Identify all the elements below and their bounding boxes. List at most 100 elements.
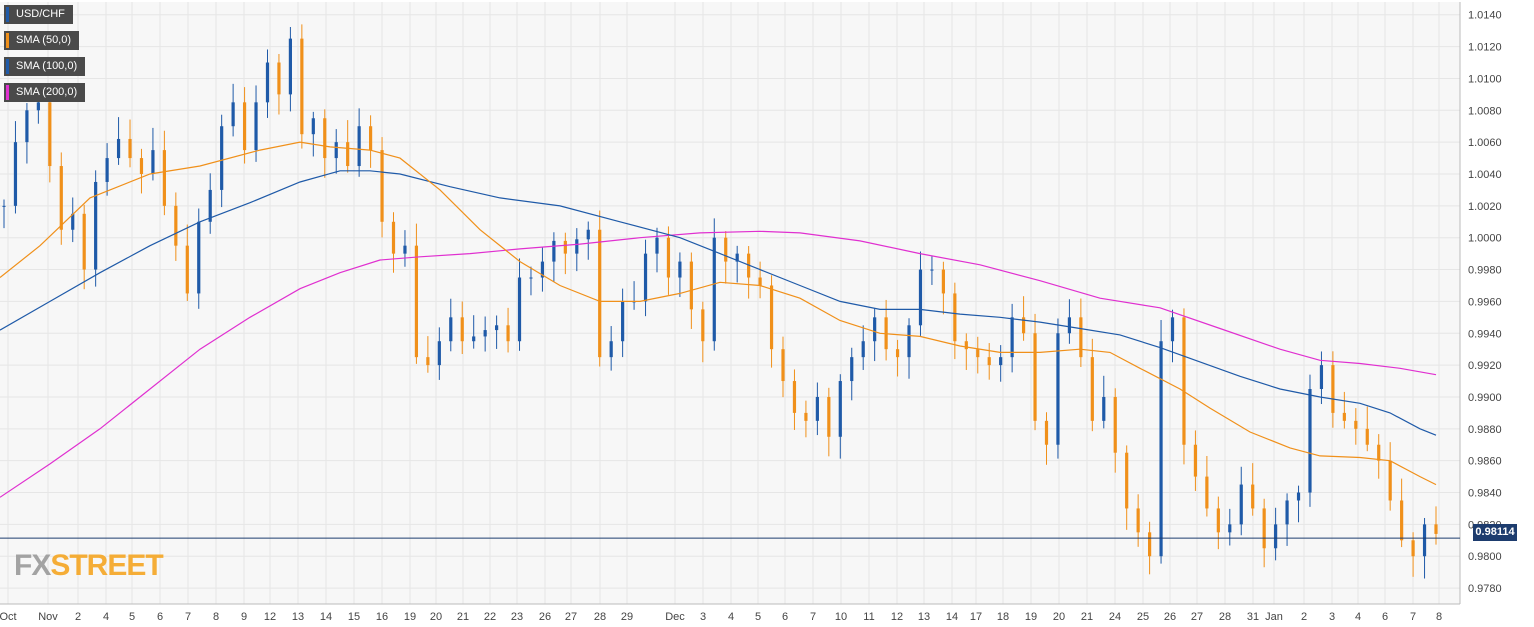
candle-body <box>1411 540 1415 557</box>
y-tick-label: 0.9960 <box>1468 296 1502 308</box>
x-tick-label: 13 <box>292 611 304 623</box>
candle-body <box>449 317 453 342</box>
candle-body <box>529 277 533 279</box>
candle-body <box>208 189 212 222</box>
candle-body <box>1090 357 1094 421</box>
candle-body <box>1377 444 1381 461</box>
x-tick-label: 31 <box>1247 611 1259 623</box>
candle-body <box>552 240 556 262</box>
x-tick-label: 12 <box>264 611 276 623</box>
candle-body <box>48 102 52 167</box>
candle-body <box>1044 420 1049 445</box>
x-tick-label: 8 <box>213 611 219 623</box>
legend-swatch <box>6 33 9 48</box>
candle-body <box>1262 508 1266 549</box>
candle-body <box>861 341 865 358</box>
y-tick-label: 1.0020 <box>1468 201 1502 213</box>
candle-body <box>907 325 911 358</box>
candle-body <box>1388 460 1392 501</box>
candle-body <box>758 277 762 286</box>
candle-body <box>1056 333 1060 445</box>
y-tick-label: 0.9780 <box>1468 583 1502 595</box>
x-tick-label: Dec <box>665 611 685 623</box>
candle-body <box>655 237 659 254</box>
candle-body <box>953 293 957 342</box>
x-tick-label: 20 <box>430 611 442 623</box>
candle-body <box>930 269 934 271</box>
x-tick-label: 2 <box>1301 611 1307 623</box>
x-tick-label: 12 <box>891 611 903 623</box>
x-tick-label: 4 <box>728 611 734 623</box>
legend-item: SMA (50,0) <box>4 31 80 50</box>
candle-body <box>220 126 224 190</box>
candle-body <box>598 229 602 358</box>
x-tick-label: 15 <box>348 611 360 623</box>
candle-body <box>242 102 247 151</box>
candle-body <box>689 261 693 310</box>
x-tick-label: 2 <box>75 611 81 623</box>
x-tick-label: 28 <box>1219 611 1231 623</box>
candle-body <box>1102 396 1106 421</box>
candle-body <box>300 38 304 135</box>
candle-body <box>586 229 590 240</box>
x-tick-label: 4 <box>103 611 109 623</box>
y-tick-label: 0.9840 <box>1468 488 1502 500</box>
candle-body <box>472 336 476 342</box>
candle-body <box>563 240 567 254</box>
y-tick-label: 1.0000 <box>1468 233 1502 245</box>
candle-body <box>483 330 487 337</box>
x-tick-label: 27 <box>565 611 577 623</box>
candle-body <box>151 150 155 174</box>
x-tick-label: 4 <box>1355 611 1361 623</box>
candle-body <box>162 150 166 206</box>
legend-label: SMA (200,0) <box>16 86 78 98</box>
candle-body <box>254 102 258 151</box>
y-tick-label: 0.9980 <box>1468 265 1502 277</box>
candle-body <box>495 325 499 331</box>
x-tick-label: 19 <box>404 611 416 623</box>
candle-body <box>712 237 716 342</box>
sma200-line <box>0 230 1437 498</box>
x-tick-label: 7 <box>810 611 816 623</box>
x-tick-label: 28 <box>594 611 606 623</box>
candle-body <box>185 245 189 294</box>
sma100-line <box>0 170 1437 436</box>
x-tick-label: 6 <box>1382 611 1388 623</box>
x-tick-label: 19 <box>1025 611 1037 623</box>
candle-body <box>999 357 1003 366</box>
x-tick-label: 18 <box>997 611 1009 623</box>
candle-body <box>678 261 682 278</box>
candle-body <box>575 239 579 254</box>
candle-body <box>976 349 980 358</box>
y-tick-label: 0.9800 <box>1468 551 1502 563</box>
candle-body <box>311 118 315 135</box>
candle-body <box>895 349 900 358</box>
candle-body <box>666 237 671 278</box>
legend-swatch <box>6 59 9 74</box>
candle-body <box>609 341 613 358</box>
x-tick-label: 7 <box>185 611 191 623</box>
candle-body <box>59 166 63 230</box>
candle-body <box>128 138 132 159</box>
y-tick-label: 1.0040 <box>1468 169 1502 181</box>
candle-body <box>769 285 774 350</box>
x-tick-label: 8 <box>1436 611 1442 623</box>
candle-body <box>506 325 510 342</box>
candle-body <box>838 381 842 437</box>
x-tick-label: 14 <box>320 611 332 623</box>
candle-body <box>987 357 991 366</box>
candle-body <box>621 301 625 342</box>
y-tick-label: 0.9860 <box>1468 456 1502 468</box>
candle-body <box>1159 341 1163 557</box>
candle-body <box>724 237 728 262</box>
fxstreet-logo: FXSTREET <box>14 549 164 582</box>
candle-body <box>517 277 522 342</box>
x-tick-label: 5 <box>129 611 135 623</box>
candle-body <box>1182 317 1186 445</box>
candle-body <box>36 102 40 111</box>
candle-body <box>25 110 29 143</box>
candle-body <box>174 205 178 246</box>
candle-body <box>288 38 292 95</box>
candle-body <box>346 142 350 167</box>
